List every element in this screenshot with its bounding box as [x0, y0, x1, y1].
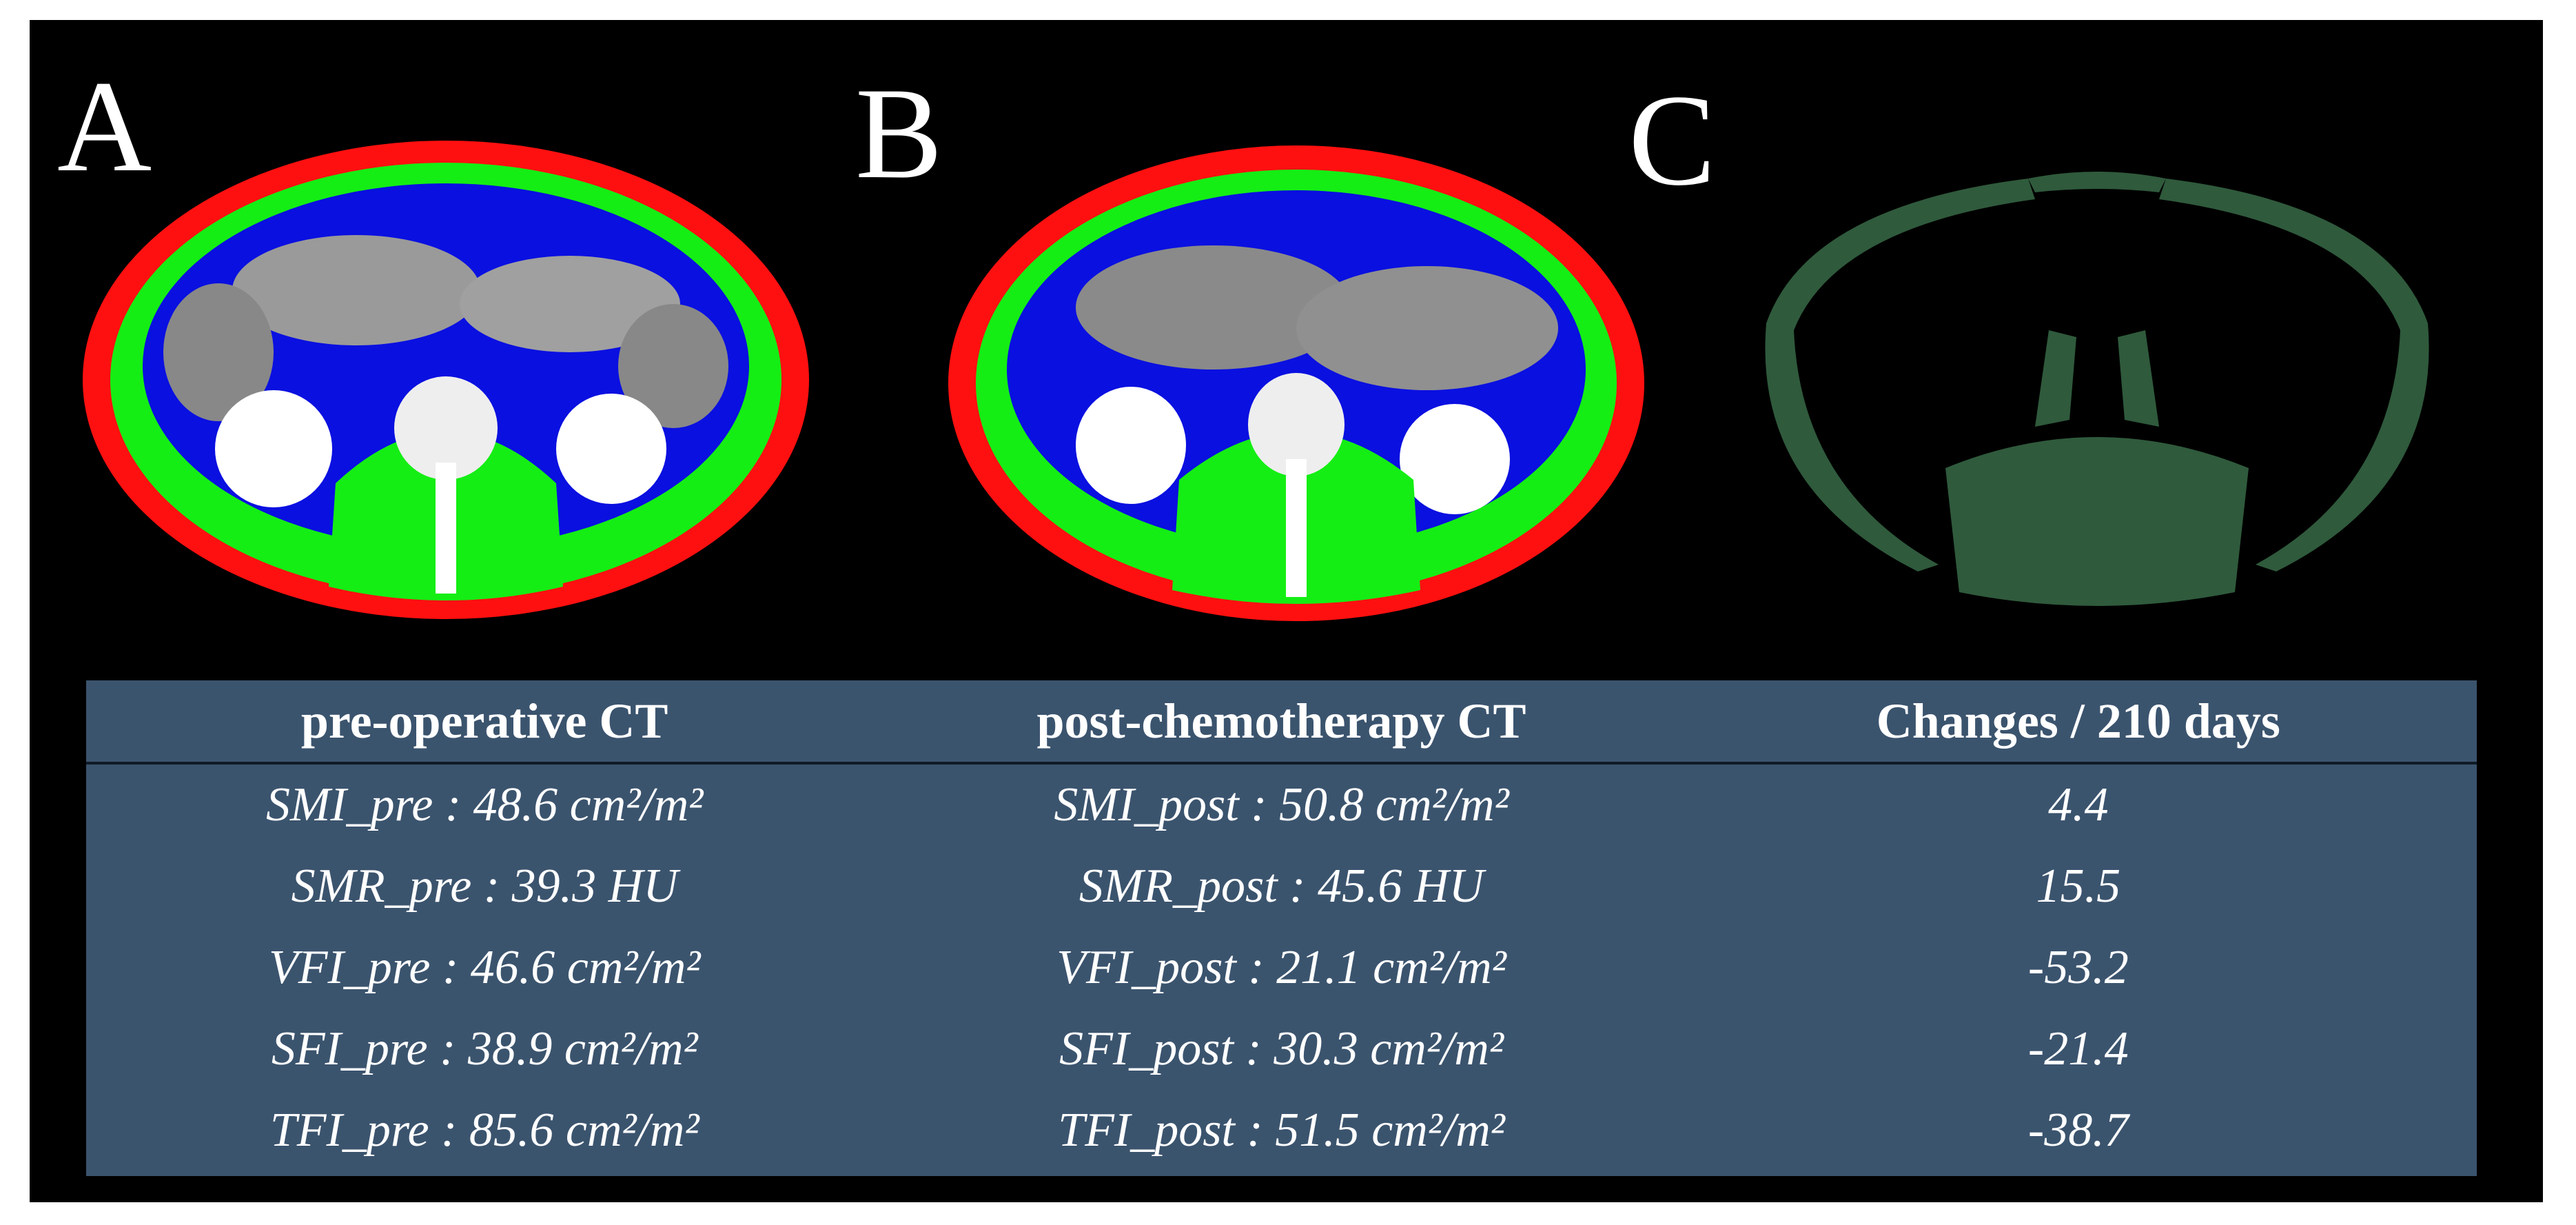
table-cell: -53.2 [2027, 941, 2129, 994]
table-header: pre-operative CT post-chemotherapy CT Ch… [86, 680, 2477, 765]
ct-change [1765, 172, 2429, 606]
results-table: pre-operative CT post-chemotherapy CT Ch… [86, 680, 2477, 1176]
panel-label: A [57, 54, 152, 199]
table-cell: VFI_post : 21.1 cm²/m² [1056, 941, 1506, 994]
table-row: SMI_pre : 48.6 cm²/m² SMI_post : 50.8 cm²… [86, 765, 2477, 846]
panel-label: C [1628, 68, 1716, 213]
table-cell: 15.5 [2036, 860, 2121, 913]
table-cell: SMI_pre : 48.6 cm²/m² [266, 778, 704, 831]
table-cell: SMR_pre : 39.3 HU [291, 860, 678, 913]
table-cell: SMI_post : 50.8 cm²/m² [1054, 778, 1509, 831]
table-row: SMR_pre : 39.3 HU SMR_post : 45.6 HU 15.5 [86, 846, 2477, 927]
table-cell: TFI_pre : 85.6 cm²/m² [269, 1104, 699, 1157]
table-cell: SMR_post : 45.6 HU [1079, 860, 1484, 913]
table-cell: VFI_pre : 46.6 cm²/m² [268, 941, 701, 994]
table-body: SMI_pre : 48.6 cm²/m² SMI_post : 50.8 cm²… [86, 765, 2477, 1171]
table-cell: 4.4 [2048, 778, 2109, 831]
header-cell: pre-operative CT [300, 693, 668, 749]
figure: A B C pre-operative CT post-chemotherapy… [30, 20, 2543, 1202]
table-row: SFI_pre : 38.9 cm²/m² SFI_post : 30.3 cm²… [86, 1009, 2477, 1090]
table-row: VFI_pre : 46.6 cm²/m² VFI_post : 21.1 cm²… [86, 927, 2477, 1009]
header-cell: Changes / 210 days [1876, 693, 2280, 749]
ct-post [948, 145, 1644, 621]
table-row: TFI_pre : 85.6 cm²/m² TFI_post : 51.5 cm²… [86, 1090, 2477, 1171]
header-cell: post-chemotherapy CT [1036, 693, 1526, 749]
table-cell: SFI_post : 30.3 cm²/m² [1059, 1022, 1504, 1075]
table-cell: -38.7 [2027, 1104, 2129, 1157]
ct-pre [83, 141, 809, 619]
table-cell: TFI_post : 51.5 cm²/m² [1058, 1104, 1505, 1157]
table-cell: -21.4 [2027, 1022, 2129, 1075]
table-cell: SFI_pre : 38.9 cm²/m² [271, 1022, 698, 1075]
panel-label: B [855, 61, 943, 206]
ct-images [83, 141, 2429, 621]
